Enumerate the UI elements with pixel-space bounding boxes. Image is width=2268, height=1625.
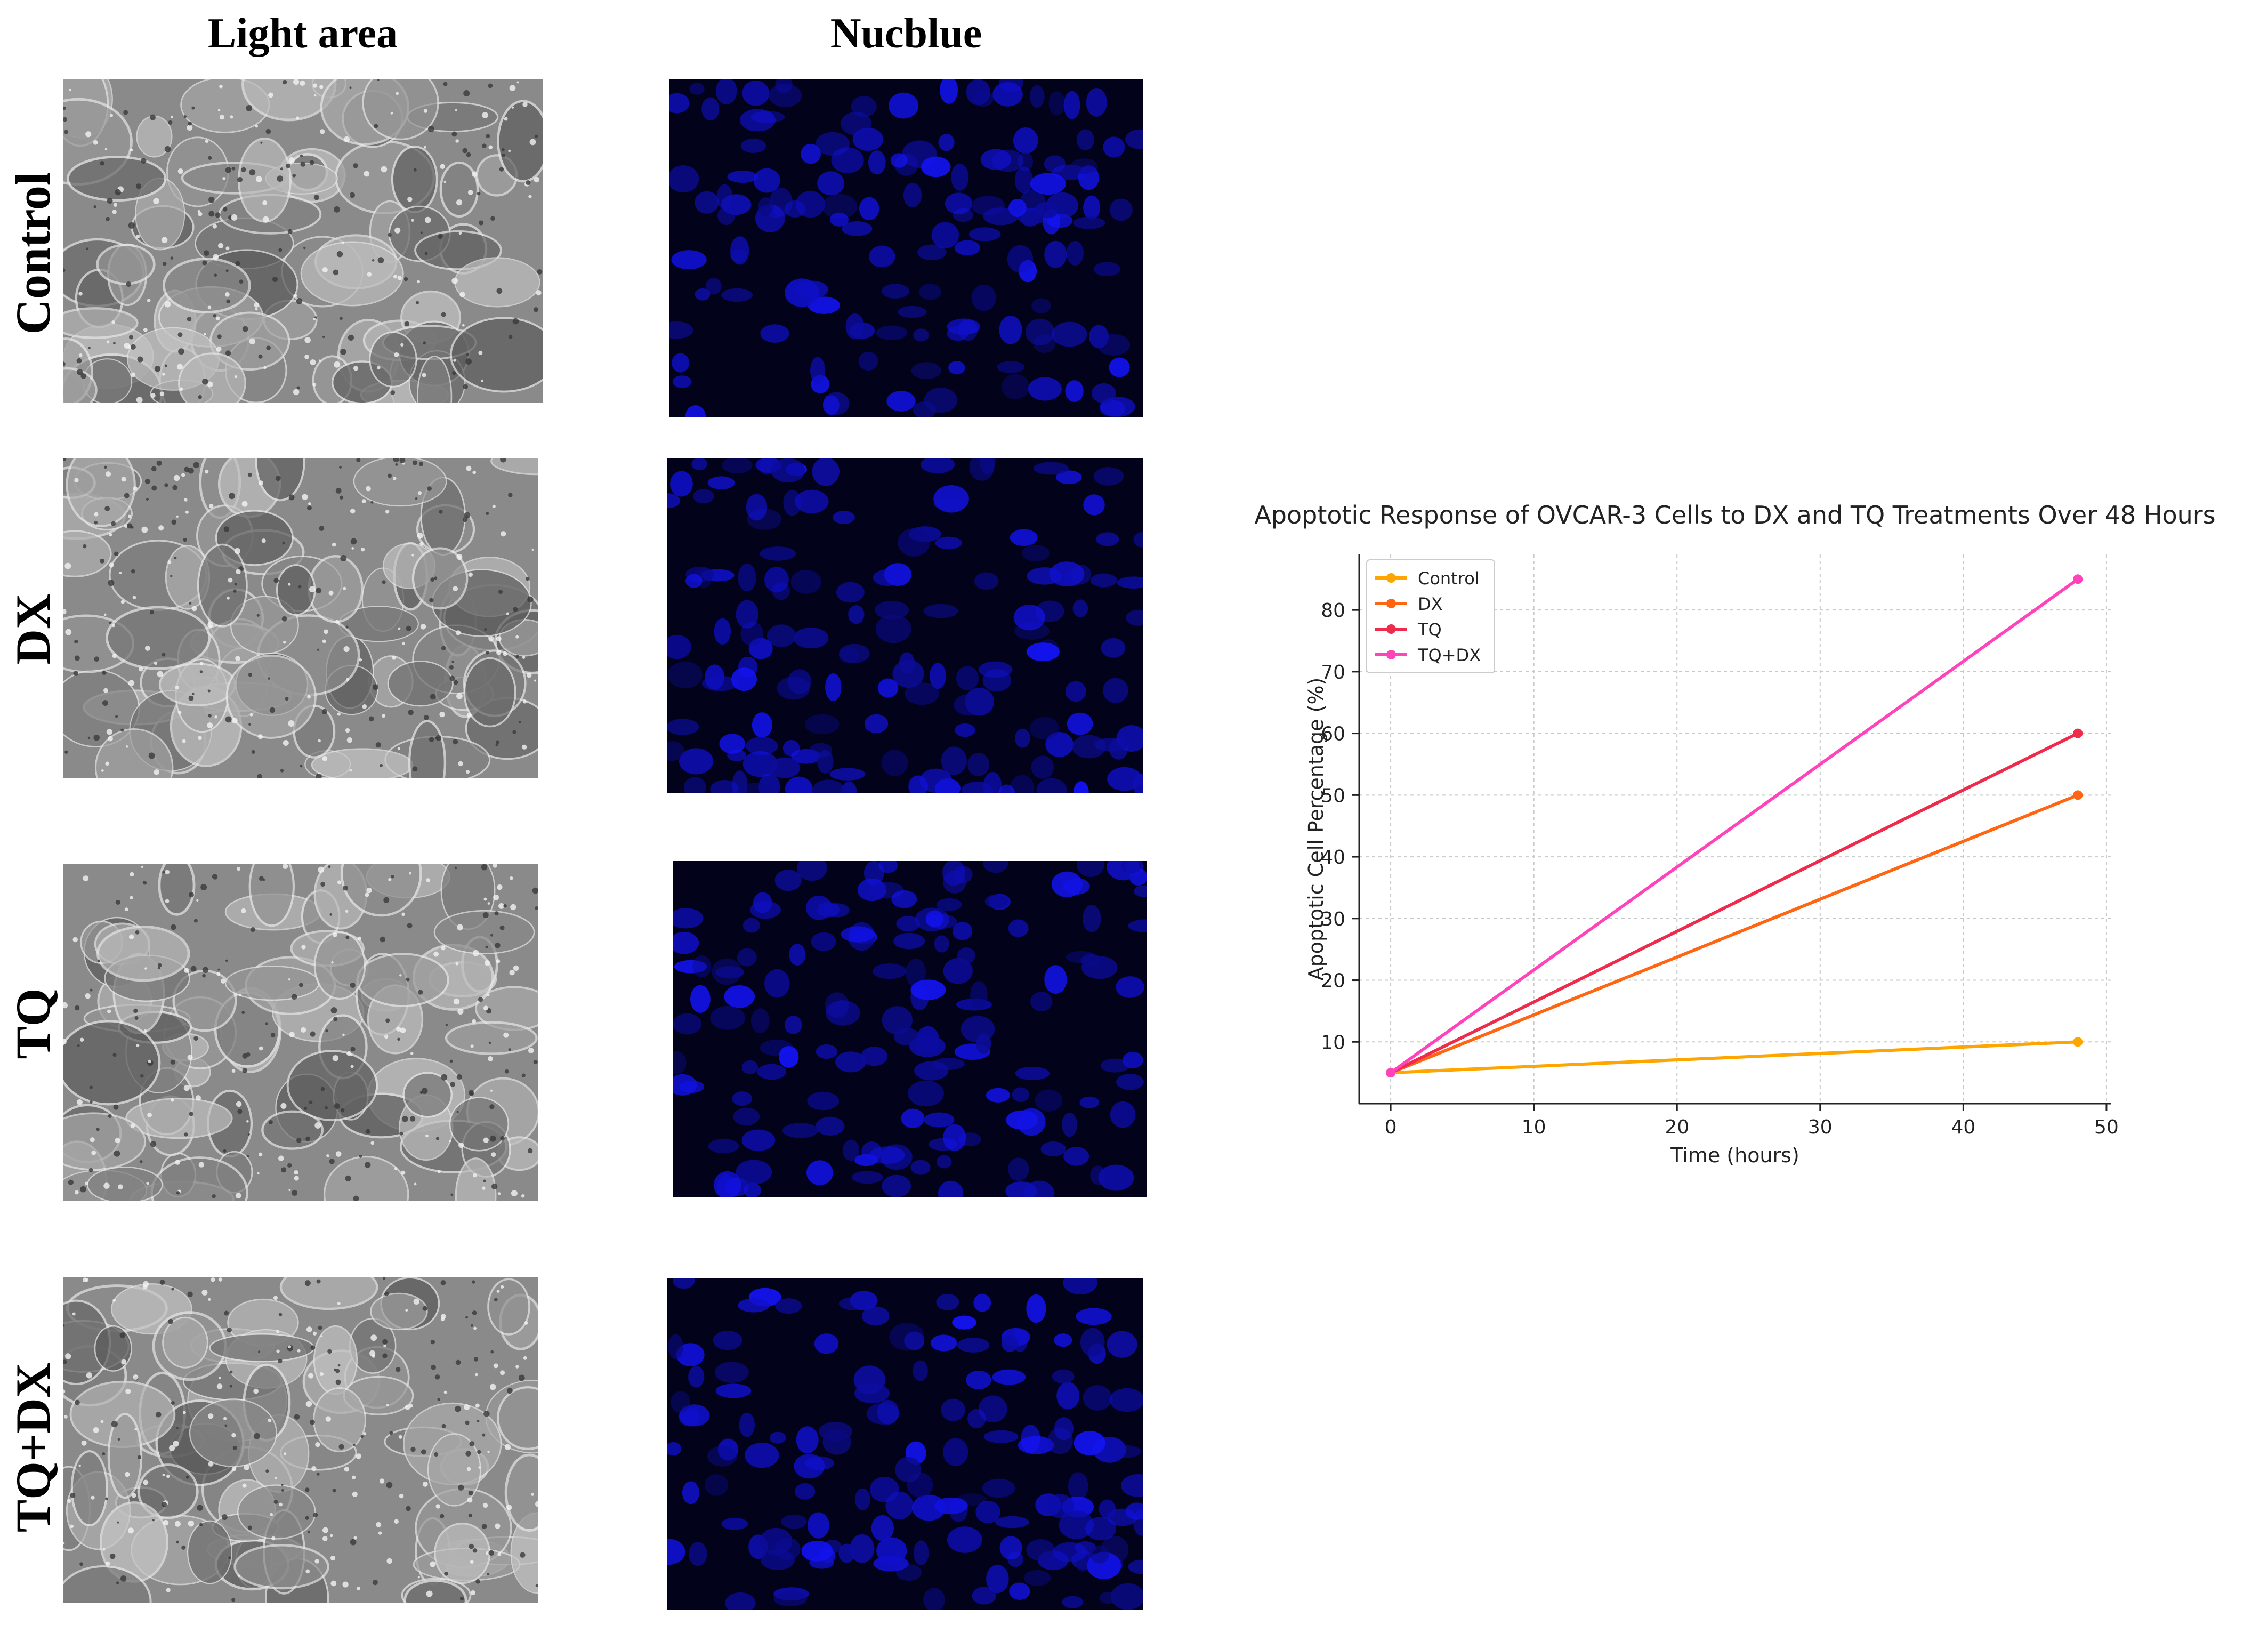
x-tick-label: 30 xyxy=(1808,1116,1833,1138)
y-tick-label: 20 xyxy=(1321,970,1345,992)
legend-box xyxy=(1366,559,1495,673)
y-tick-label: 30 xyxy=(1321,908,1345,930)
nucblue-image-dx xyxy=(667,458,1143,793)
legend-label: DX xyxy=(1418,594,1443,614)
x-axis-label: Time (hours) xyxy=(1670,1144,1799,1167)
nucblue-image-tq-dx xyxy=(667,1278,1143,1610)
y-tick-label: 80 xyxy=(1321,600,1345,622)
apoptosis-line-chart: Apoptotic Response of OVCAR-3 Cells to D… xyxy=(1254,501,2215,1167)
y-tick-label: 10 xyxy=(1321,1032,1345,1053)
y-tick-label: 40 xyxy=(1321,847,1345,868)
header-light-area: Light area xyxy=(207,10,398,57)
x-tick-label: 20 xyxy=(1665,1116,1689,1138)
series-point-0 xyxy=(2073,1037,2083,1047)
row-label-tq: TQ xyxy=(6,988,60,1059)
row-label-control: Control xyxy=(6,172,60,335)
row-label-tq-dx: TQ+DX xyxy=(6,1362,60,1533)
legend-marker xyxy=(1386,599,1396,608)
series-point-2 xyxy=(2073,728,2083,738)
legend-label: TQ xyxy=(1417,620,1442,640)
light-image-tq xyxy=(63,864,538,1201)
x-tick-label: 10 xyxy=(1522,1116,1546,1138)
y-axis-label: Apoptotic Cell Percentage (%) xyxy=(1304,678,1328,981)
y-tick-label: 50 xyxy=(1321,785,1345,807)
chart-title: Apoptotic Response of OVCAR-3 Cells to D… xyxy=(1254,501,2215,529)
legend-label: Control xyxy=(1418,568,1480,589)
row-label-dx: DX xyxy=(6,593,60,665)
x-tick-label: 50 xyxy=(2094,1116,2119,1138)
light-image-control xyxy=(63,79,543,403)
light-image-dx xyxy=(63,458,538,778)
nucblue-image-tq xyxy=(673,861,1147,1197)
series-point-3 xyxy=(2073,574,2083,584)
series-line-3 xyxy=(1390,577,2079,1074)
legend-marker xyxy=(1386,624,1396,634)
y-tick-label: 70 xyxy=(1321,662,1345,683)
x-tick-label: 0 xyxy=(1385,1116,1397,1138)
series-line-0 xyxy=(1390,1040,2078,1075)
legend-marker xyxy=(1386,650,1396,659)
series-line-2 xyxy=(1390,731,2079,1074)
light-image-tq-dx xyxy=(63,1277,538,1603)
series-point-3 xyxy=(1386,1068,1396,1078)
legend-label: TQ+DX xyxy=(1417,645,1481,665)
x-tick-label: 40 xyxy=(1951,1116,1975,1138)
nucblue-image-control xyxy=(669,79,1143,417)
series-line-1 xyxy=(1390,793,2079,1074)
header-nucblue: Nucblue xyxy=(830,10,982,57)
y-tick-label: 60 xyxy=(1321,723,1345,745)
legend-marker xyxy=(1386,573,1396,583)
series-point-1 xyxy=(2073,790,2083,800)
